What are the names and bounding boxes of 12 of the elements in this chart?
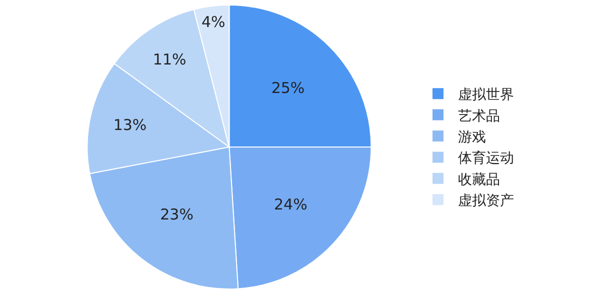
legend-label: 收藏品 <box>458 172 500 188</box>
data-label: 25% <box>271 79 305 98</box>
data-label: 4% <box>201 12 226 31</box>
legend-label: 虚拟资产 <box>458 193 514 210</box>
legend-label: 虚拟世界 <box>458 87 514 104</box>
legend-label: 游戏 <box>458 129 486 146</box>
data-label: 24% <box>274 196 308 214</box>
data-label: 11% <box>152 50 186 68</box>
data-label: 13% <box>113 116 147 134</box>
legend-label: 体育运动 <box>458 150 514 167</box>
legend-label: 艺术品 <box>458 108 500 124</box>
data-label: 23% <box>160 206 194 224</box>
